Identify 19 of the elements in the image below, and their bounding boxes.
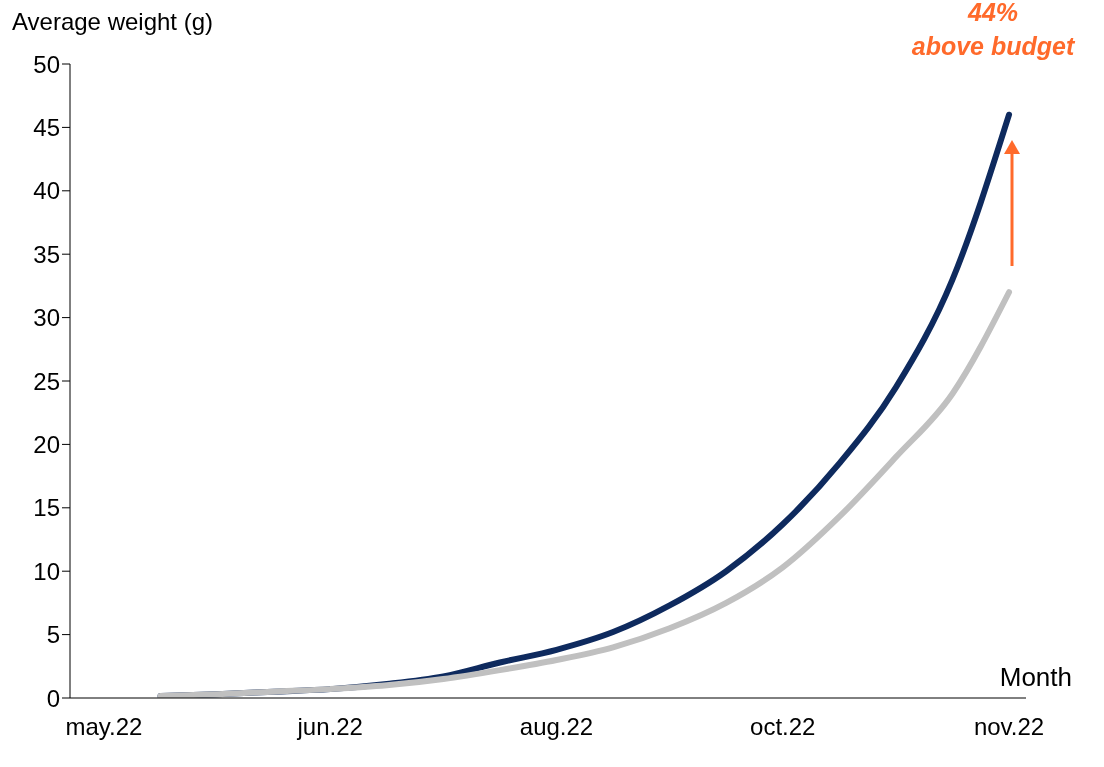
x-tick-label: oct.22: [750, 713, 816, 741]
y-axis-title: Average weight (g): [12, 8, 213, 36]
y-tick-label: 20: [33, 430, 60, 458]
y-tick-label: 25: [33, 367, 60, 395]
y-tick-label: 50: [33, 50, 60, 78]
x-axis-title: Month: [999, 662, 1072, 693]
y-tick-label: 5: [46, 621, 60, 649]
annotation: 44% above budget: [910, 0, 1076, 62]
y-tick-label: 40: [33, 177, 60, 205]
y-tick-label: 35: [33, 240, 60, 268]
x-tick-label: nov.22: [973, 713, 1045, 741]
y-tick-label: 45: [33, 113, 60, 141]
y-tick-label: 10: [33, 557, 60, 585]
y-tick-label: 15: [33, 494, 60, 522]
y-tick-label: 30: [33, 304, 60, 332]
y-tick-label: 0: [46, 684, 60, 712]
x-tick-label: may.22: [65, 713, 143, 741]
x-tick-label: aug.22: [519, 713, 594, 741]
x-tick-label: jun.22: [296, 713, 363, 741]
